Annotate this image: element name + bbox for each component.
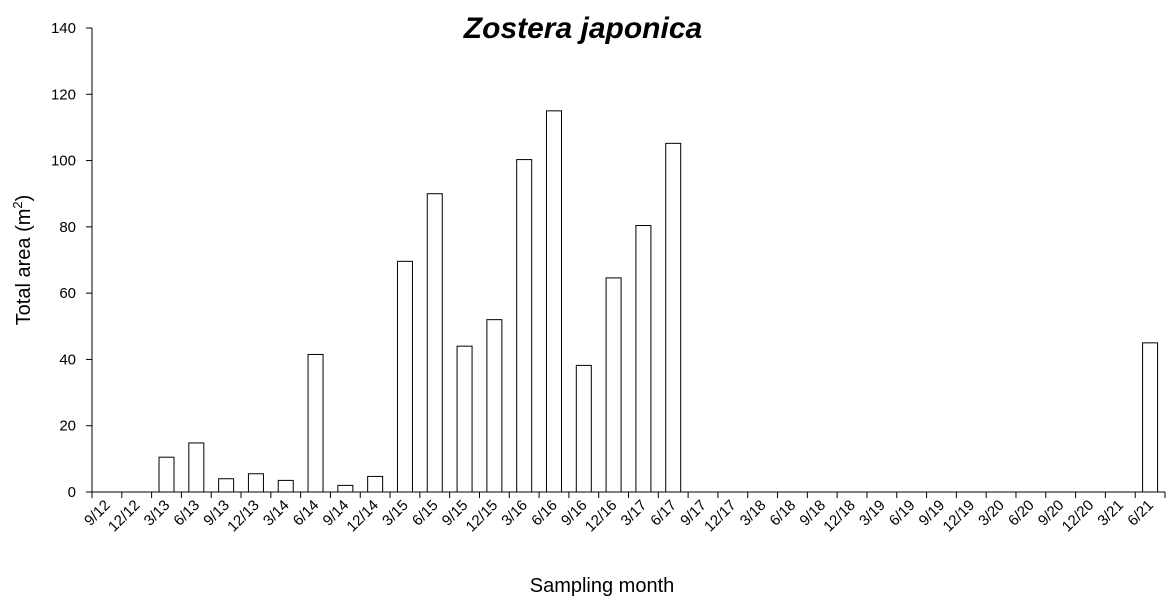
chart-title: Zostera japonica [463,12,702,45]
x-tick-label: 3/21 [1094,497,1127,530]
x-tick-label: 6/13 [170,497,203,530]
bar-12-15 [486,319,503,493]
x-tick-label: 3/20 [975,497,1008,530]
x-tick-label: 12/13 [224,497,263,536]
x-tick-label: 12/20 [1059,497,1098,536]
x-tick-label: 12/16 [582,497,621,536]
y-axis-title: Total area (m2) [10,195,35,326]
bars [158,110,1159,493]
x-tick-label: 6/17 [647,497,680,530]
bar-3-15 [396,260,413,493]
x-tick-label: 3/18 [737,497,770,530]
x-tick-label: 3/17 [618,497,651,530]
y-axis: 0 20 40 60 80 100 120 140 [51,20,93,501]
bar-9-16 [575,364,592,493]
y-tick-label: 40 [59,351,76,368]
y-tick-label: 0 [68,484,76,501]
x-tick-label: 3/15 [379,497,412,530]
y-tick-label: 20 [59,418,76,435]
x-tick-label: 3/13 [141,497,174,530]
bar-12-13 [247,473,264,493]
bar-6-21 [1142,342,1159,493]
x-tick-label: 6/19 [886,497,919,530]
y-tick-label: 100 [51,153,76,170]
bar-6-14 [307,353,324,493]
x-tick-label: 6/21 [1124,497,1157,530]
x-tick-label: 6/14 [290,497,323,530]
y-axis-title-text: Total area (m [13,209,35,326]
bar-3-14 [277,479,294,493]
y-tick-label: 120 [51,86,76,103]
x-tick-label: 6/15 [409,497,442,530]
bar-12-14 [367,475,384,493]
y-axis-title-suffix: ) [13,195,35,202]
bar-9-15 [456,345,473,493]
bar-3-17 [635,225,652,493]
x-tick-label: 12/15 [463,497,502,536]
x-tick-label: 12/18 [820,497,859,536]
x-tick-label: 3/19 [856,497,889,530]
bar-3-16 [516,159,533,493]
x-tick-label: 12/14 [343,497,382,536]
bar-6-13 [188,442,205,493]
bar-6-15 [426,193,443,493]
x-tick-label: 3/14 [260,497,293,530]
x-tick-label: 6/20 [1005,497,1038,530]
x-tick-label: 3/16 [498,497,531,530]
x-tick-label: 6/18 [767,497,800,530]
x-tick-label: 12/19 [940,497,979,536]
y-tick-label: 140 [51,20,76,37]
x-axis: 9/1212/123/136/139/1312/133/146/149/1412… [81,491,1166,536]
x-tick-label: 12/12 [105,497,144,536]
bar-12-16 [605,277,622,493]
bar-9-13 [218,478,235,493]
y-tick-label: 80 [59,219,76,236]
bar-6-16 [545,110,562,493]
bar-9-14 [337,484,354,493]
x-tick-label: 6/16 [528,497,561,530]
x-axis-title: Sampling month [530,575,675,597]
bar-6-17 [665,142,682,493]
y-axis-title-superscript: 2 [10,201,25,208]
y-tick-label: 60 [59,285,76,302]
bar-3-13 [158,456,175,493]
x-tick-label: 12/17 [701,497,740,536]
